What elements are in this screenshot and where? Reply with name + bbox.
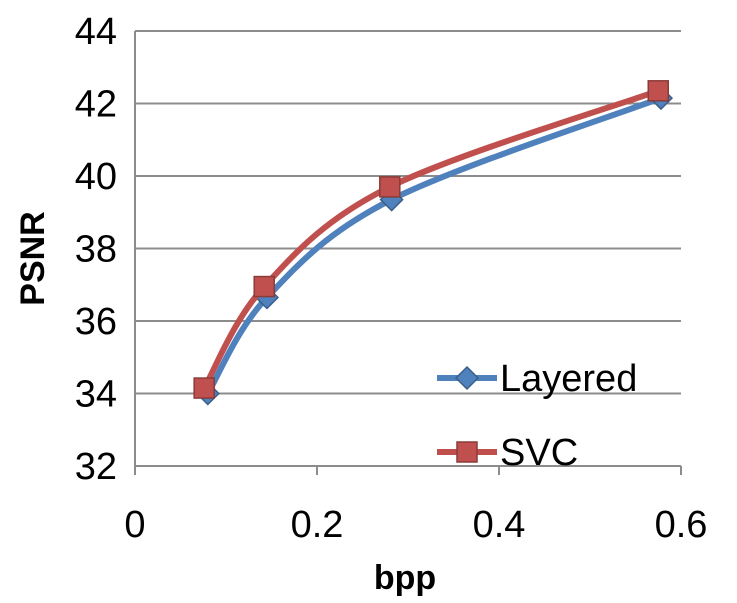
legend-entry-svc: SVC	[437, 432, 578, 474]
y-tick-labels: 32 34 36 38 40 42 44	[75, 11, 117, 488]
series-line-layered	[204, 95, 664, 397]
series-line-svc	[201, 87, 662, 392]
legend-label: Layered	[500, 358, 637, 400]
series-layer	[193, 80, 674, 406]
x-tick-label: 0.2	[291, 504, 344, 546]
x-tick-label: 0.4	[473, 504, 526, 546]
y-tick-label: 40	[75, 156, 117, 198]
series-svc	[193, 80, 669, 399]
y-tick-label: 42	[75, 84, 117, 126]
legend: Layered SVC	[437, 358, 637, 474]
legend-entry-layered: Layered	[437, 358, 637, 400]
legend-marker	[456, 441, 478, 463]
x-tick-label: 0.6	[655, 504, 708, 546]
x-tick-labels: 0 0.2 0.4 0.6	[124, 466, 707, 546]
data-point-svc	[193, 377, 215, 399]
y-axis-title: PSNR	[14, 211, 52, 305]
series-layered	[195, 86, 674, 406]
x-tick-label: 0	[124, 504, 145, 546]
y-tick-label: 32	[75, 446, 117, 488]
axes	[134, 31, 681, 467]
data-point-svc	[253, 275, 275, 298]
gridlines	[135, 30, 681, 467]
y-tick-label: 34	[75, 374, 117, 416]
legend-label: SVC	[500, 432, 578, 474]
data-point-svc	[379, 176, 401, 198]
y-tick-label: 44	[75, 11, 117, 53]
legend-marker	[454, 365, 480, 391]
data-point-svc	[647, 80, 669, 102]
x-axis-title: bpp	[374, 559, 436, 597]
y-tick-label: 38	[75, 229, 117, 271]
y-tick-label: 36	[75, 301, 117, 343]
